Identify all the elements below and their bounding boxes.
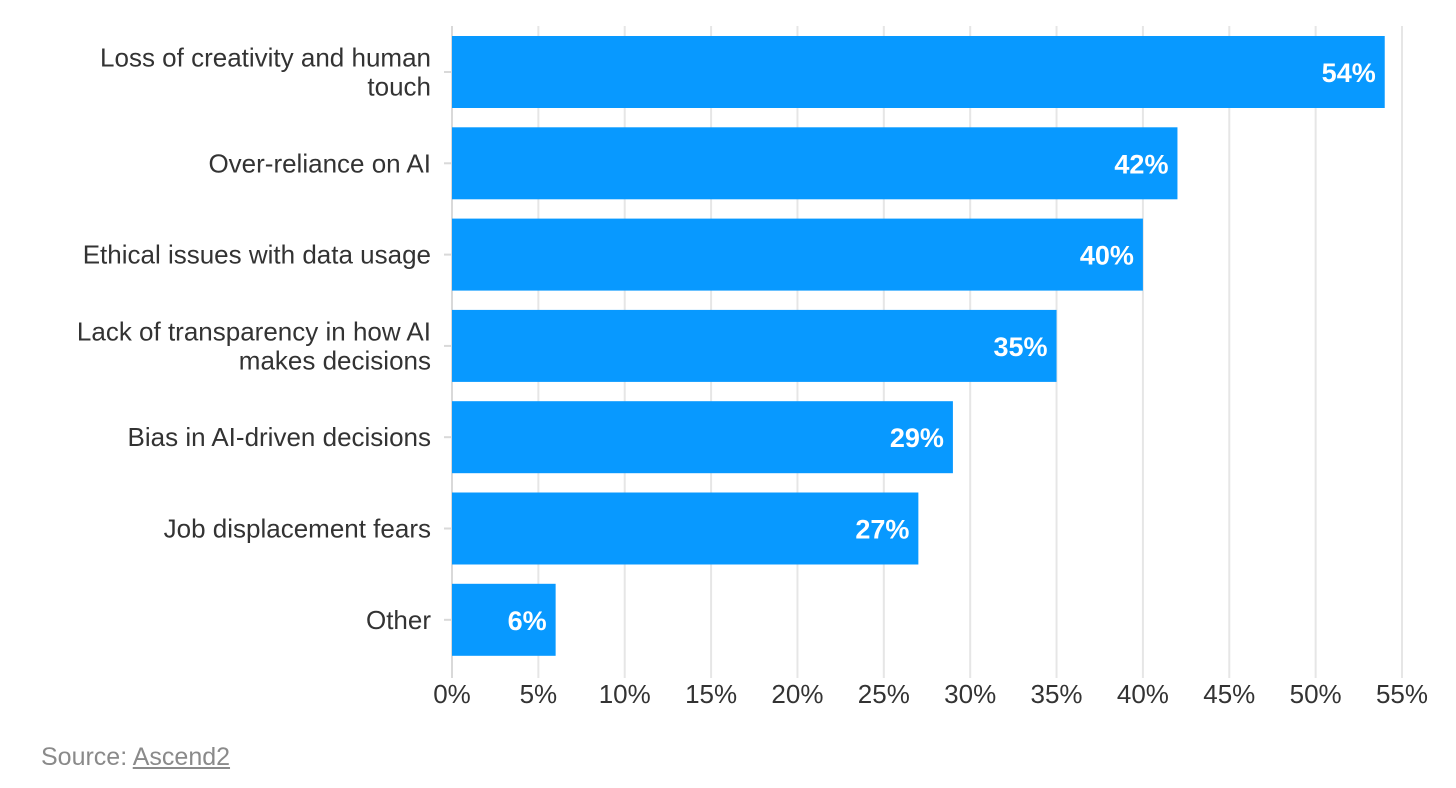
category-labels: Loss of creativity and human touch Over-re… [77, 43, 431, 635]
category-label: Loss of creativity and human touch [100, 43, 431, 102]
category-label: Over-reliance on AI [208, 148, 431, 178]
category-label: Lack of transparency in how AI makes deci… [77, 316, 431, 375]
x-tick-label: 40% [1117, 679, 1169, 709]
x-tick-label: 25% [858, 679, 910, 709]
x-tick-label: 10% [599, 679, 651, 709]
source-note: Source: Ascend2 [41, 743, 230, 772]
x-tick-label: 35% [1031, 679, 1083, 709]
category-label: Ethical issues with data usage [83, 240, 431, 270]
data-labels: 54% 42% 40% 35% 29% 27% 6% [508, 58, 1376, 636]
bar [452, 492, 919, 565]
x-tick-label: 45% [1203, 679, 1255, 709]
data-label: 35% [993, 332, 1047, 362]
x-tick-label: 55% [1376, 679, 1428, 709]
x-tick-label: 5% [520, 679, 558, 709]
data-label: 27% [855, 515, 909, 545]
data-label: 40% [1080, 241, 1134, 271]
category-label: Other [366, 605, 431, 635]
bar [452, 36, 1385, 108]
x-axis-ticks: 0% 5% 10% 15% 20% 25% 30% 35% 40% 45% 50% 55% [433, 679, 1428, 709]
bars [452, 36, 1385, 656]
data-label: 29% [890, 423, 944, 453]
category-label: Job displacement fears [164, 514, 431, 544]
bar [452, 583, 556, 656]
data-label: 42% [1114, 149, 1168, 179]
x-tick-label: 0% [433, 679, 471, 709]
x-tick-label: 50% [1290, 679, 1342, 709]
x-tick-label: 15% [685, 679, 737, 709]
category-label: Bias in AI-driven decisions [128, 422, 431, 452]
data-label: 6% [508, 606, 547, 636]
bar [452, 127, 1178, 200]
bar [452, 401, 953, 474]
bar [452, 309, 1057, 382]
bar [452, 218, 1143, 291]
source-link[interactable]: Ascend2 [132, 743, 231, 771]
source-prefix: Source: [41, 743, 133, 771]
x-tick-label: 30% [944, 679, 996, 709]
data-label: 54% [1322, 58, 1376, 88]
x-tick-label: 20% [771, 679, 823, 709]
